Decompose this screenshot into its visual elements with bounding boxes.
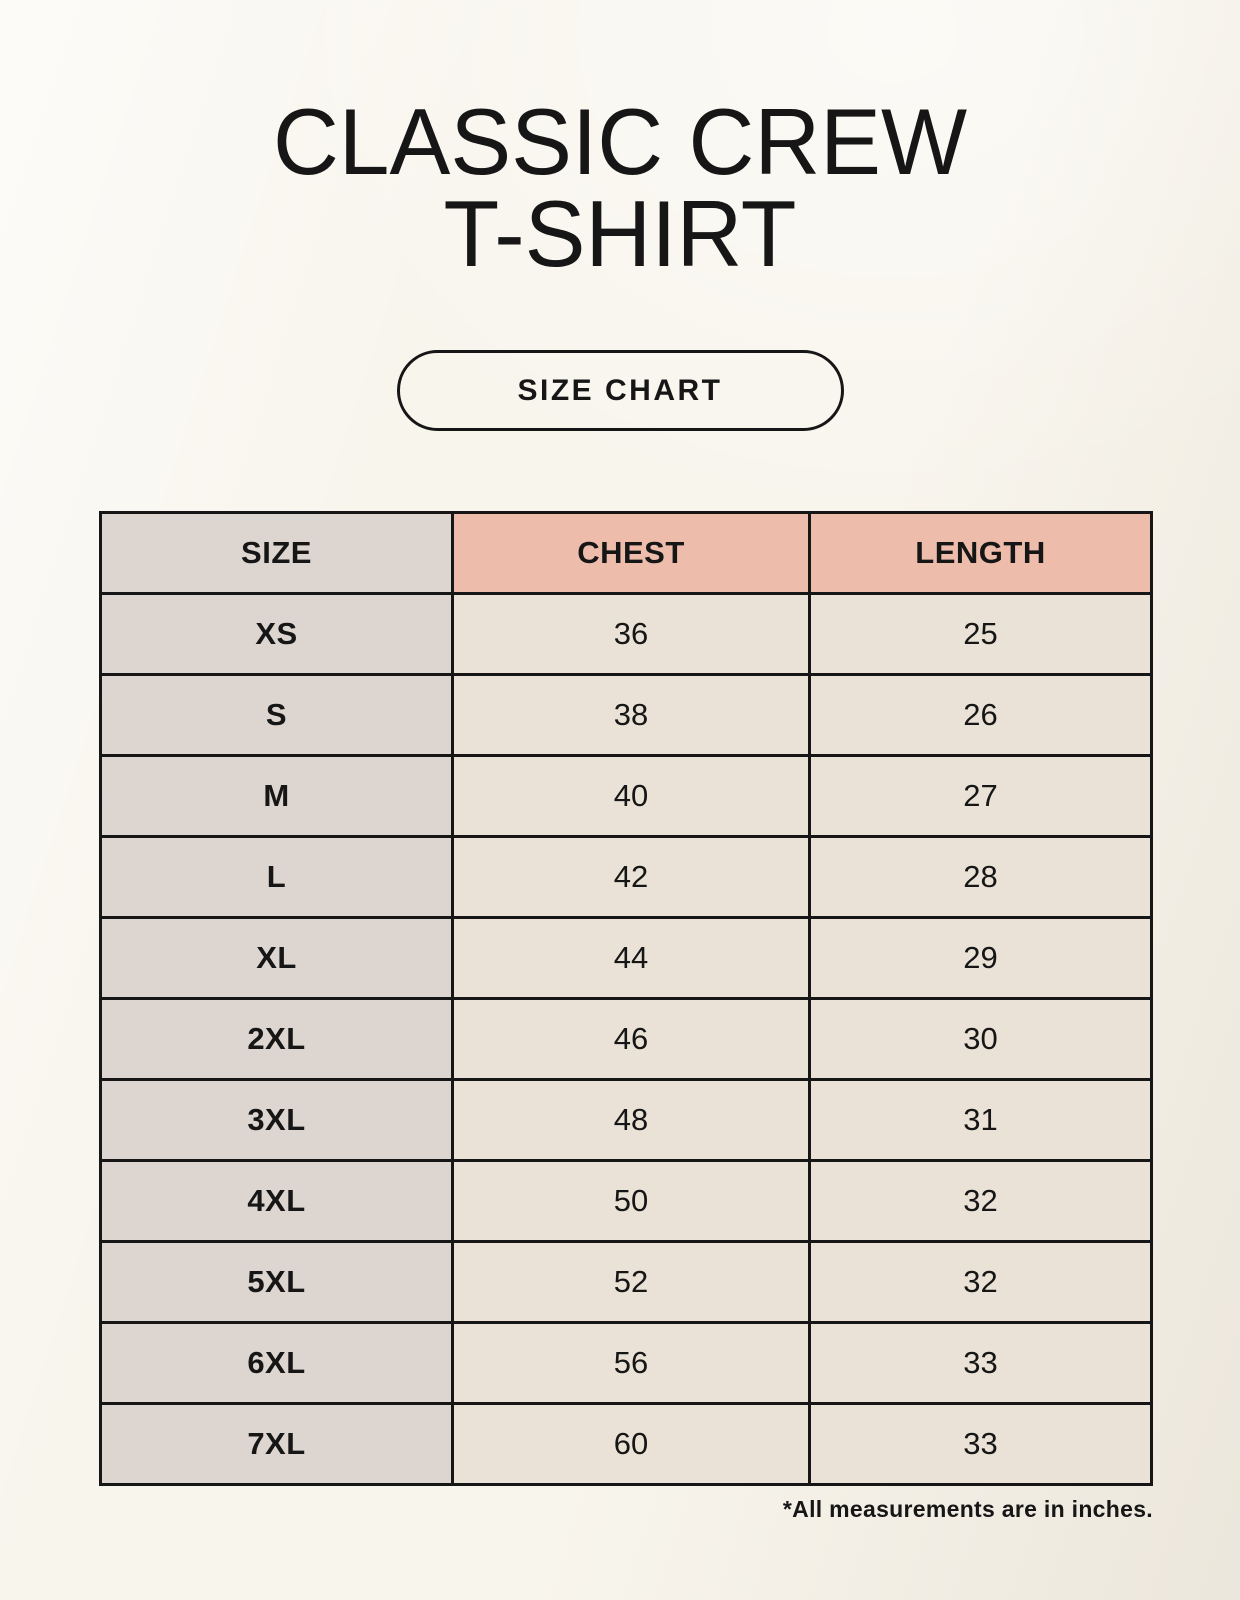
length-cell: 30: [808, 997, 1153, 1082]
table-row: 6XL 56 33: [99, 1321, 1153, 1406]
badge-row: SIZE CHART: [0, 350, 1240, 432]
table-row: M 40 27: [99, 754, 1153, 839]
length-cell: 28: [808, 835, 1153, 920]
page-title: CLASSIC CREW T-SHIRT: [19, 89, 1222, 287]
size-chart-badge: SIZE CHART: [396, 350, 844, 432]
size-cell: 6XL: [99, 1321, 454, 1406]
column-header-size: SIZE: [99, 511, 454, 596]
chest-cell: 48: [451, 1078, 811, 1163]
length-cell: 33: [808, 1402, 1153, 1487]
length-cell: 29: [808, 916, 1153, 1001]
chest-cell: 40: [451, 754, 811, 839]
size-chart-table: SIZE CHEST LENGTH XS 36 25 S 38 26 M 40 27 L 42 28 XL 4…: [99, 511, 1153, 1487]
table-row: S 38 26: [99, 673, 1153, 758]
table-row: L 42 28: [99, 835, 1153, 920]
chest-cell: 46: [451, 997, 811, 1082]
length-cell: 26: [808, 673, 1153, 758]
size-cell: 7XL: [99, 1402, 454, 1487]
table-row: 2XL 46 30: [99, 997, 1153, 1082]
column-header-chest: CHEST: [451, 511, 811, 596]
table-body: XS 36 25 S 38 26 M 40 27 L 42 28 XL 44 29 2XL 46 30 3XL 48 3…: [99, 592, 1153, 1487]
size-cell: XS: [99, 592, 454, 677]
chest-cell: 36: [451, 592, 811, 677]
size-cell: 5XL: [99, 1240, 454, 1325]
table-row: XL 44 29: [99, 916, 1153, 1001]
length-cell: 32: [808, 1240, 1153, 1325]
length-cell: 31: [808, 1078, 1153, 1163]
table-row: 4XL 50 32: [99, 1159, 1153, 1244]
size-cell: L: [99, 835, 454, 920]
table-row: 7XL 60 33: [99, 1402, 1153, 1487]
length-cell: 25: [808, 592, 1153, 677]
size-cell: 4XL: [99, 1159, 454, 1244]
chest-cell: 60: [451, 1402, 811, 1487]
chest-cell: 44: [451, 916, 811, 1001]
chest-cell: 52: [451, 1240, 811, 1325]
chest-cell: 42: [451, 835, 811, 920]
table-row: 5XL 52 32: [99, 1240, 1153, 1325]
table-row: 3XL 48 31: [99, 1078, 1153, 1163]
length-cell: 27: [808, 754, 1153, 839]
chest-cell: 56: [451, 1321, 811, 1406]
size-cell: 3XL: [99, 1078, 454, 1163]
size-cell: S: [99, 673, 454, 758]
chest-cell: 38: [451, 673, 811, 758]
column-header-length: LENGTH: [808, 511, 1153, 596]
size-cell: M: [99, 754, 454, 839]
chest-cell: 50: [451, 1159, 811, 1244]
title-line-1: CLASSIC CREW: [272, 89, 968, 194]
table-head: SIZE CHEST LENGTH: [99, 511, 1153, 596]
length-cell: 33: [808, 1321, 1153, 1406]
size-cell: 2XL: [99, 997, 454, 1082]
size-cell: XL: [99, 916, 454, 1001]
length-cell: 32: [808, 1159, 1153, 1244]
header-row: SIZE CHEST LENGTH: [99, 511, 1153, 596]
title-line-2: T-SHIRT: [443, 181, 797, 287]
table-row: XS 36 25: [99, 592, 1153, 677]
measurements-footnote: *All measurements are in inches.: [782, 1496, 1153, 1523]
